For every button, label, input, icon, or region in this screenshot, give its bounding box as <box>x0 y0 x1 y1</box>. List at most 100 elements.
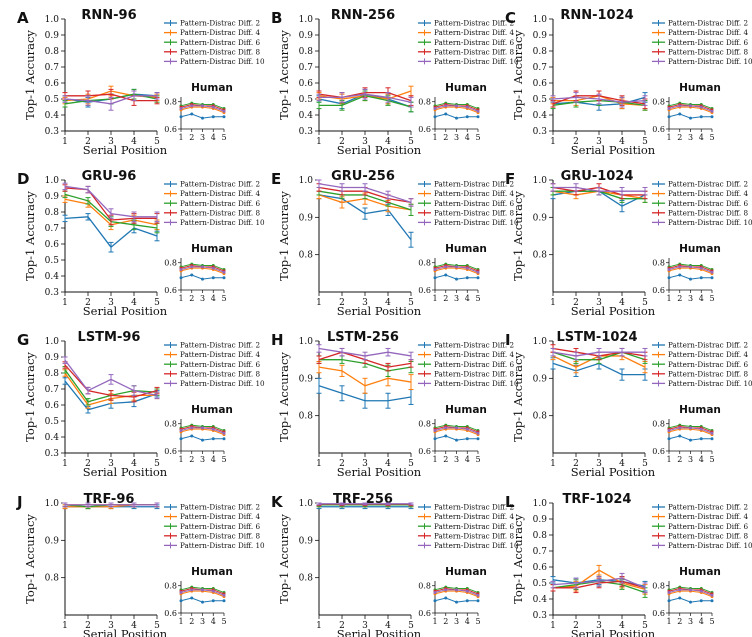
human-point <box>710 593 714 597</box>
panel-d: D GRU-960.30.40.50.60.70.80.91.01 2 3 4 5Seri… <box>17 169 265 318</box>
human-x-tick-label: 3 <box>688 294 693 303</box>
human-inset: Human 0.6 0.8 1 2 3 4 5 <box>418 243 487 303</box>
human-x-tick-label: 3 <box>200 133 205 142</box>
x-tick-label: 3 <box>108 137 114 147</box>
human-point <box>667 437 671 441</box>
y-tick-label: 0.6 <box>45 79 60 89</box>
human-x-tick-label: 1 <box>178 617 183 626</box>
human-point <box>190 265 194 269</box>
x-tick-label: 3 <box>596 298 602 308</box>
human-x-tick-label: 5 <box>221 294 226 303</box>
human-point <box>476 109 480 113</box>
y-tick-label: 0.8 <box>533 531 548 541</box>
x-axis-label: Serial Position <box>83 465 168 479</box>
x-tick-label: 2 <box>339 298 345 308</box>
y-tick-label: 0.4 <box>45 272 60 282</box>
human-x-tick-label: 2 <box>677 617 682 626</box>
y-tick-label: 0.6 <box>45 401 60 411</box>
human-y-tick-label: 0.6 <box>164 447 177 456</box>
human-point <box>444 104 448 108</box>
x-tick-label: 2 <box>573 459 579 469</box>
human-point <box>433 437 437 441</box>
legend-entry: Pattern-Distrac Diff. 2 <box>434 503 514 512</box>
x-axis-label: Serial Position <box>571 627 656 637</box>
y-tick-label: 0.7 <box>45 63 60 73</box>
legend-entry: Pattern-Distrac Diff. 2 <box>180 19 260 28</box>
human-point <box>710 109 714 113</box>
x-axis-label: Serial Position <box>571 465 656 479</box>
y-tick-label: 1.0 <box>45 337 60 347</box>
x-tick-label: 3 <box>596 621 602 631</box>
human-y-tick-label: 0.8 <box>418 582 431 591</box>
legend-entry: Pattern-Distrac Diff. 2 <box>668 180 748 189</box>
legend-entry: Pattern-Distrac Diff. 10 <box>180 57 265 66</box>
y-axis-label: Top-1 Accuracy <box>23 30 37 120</box>
chart-title: TRF-96 <box>84 492 135 507</box>
human-point <box>678 426 682 430</box>
legend-entry: Pattern-Distrac Diff. 6 <box>668 38 748 47</box>
human-x-tick-label: 5 <box>221 455 226 464</box>
human-x-tick-label: 1 <box>666 294 671 303</box>
human-point <box>190 273 194 277</box>
panel-label: J <box>16 493 23 511</box>
x-tick-label: 4 <box>619 137 625 147</box>
x-tick-label: 4 <box>131 621 137 631</box>
human-y-tick-label: 0.8 <box>164 98 177 107</box>
human-x-tick-label: 4 <box>465 133 470 142</box>
x-tick-label: 2 <box>85 137 91 147</box>
human-title: Human <box>445 82 487 94</box>
chart-title: RNN-96 <box>81 8 136 23</box>
x-tick-label: 5 <box>408 459 414 469</box>
y-tick-label: 0.3 <box>533 127 548 137</box>
human-point <box>222 437 226 441</box>
human-point <box>179 107 183 111</box>
human-x-tick-label: 1 <box>178 133 183 142</box>
y-axis-label: Top-1 Accuracy <box>511 352 525 442</box>
human-title: Human <box>191 566 233 578</box>
human-title: Human <box>445 243 487 255</box>
legend-entry: Pattern-Distrac Diff. 10 <box>434 218 519 227</box>
y-tick-label: 0.4 <box>299 111 314 121</box>
legend-entry: Pattern-Distrac Diff. 10 <box>668 541 752 550</box>
y-tick-label: 0.8 <box>299 47 314 57</box>
human-point <box>433 115 437 119</box>
human-y-tick-label: 0.6 <box>164 286 177 295</box>
human-point <box>699 427 703 431</box>
human-y-tick-label: 0.8 <box>164 420 177 429</box>
y-tick-label: 0.5 <box>533 95 548 105</box>
human-point <box>667 429 671 433</box>
human-point <box>710 276 714 280</box>
human-point <box>455 588 458 592</box>
legend-entry: Pattern-Distrac Diff. 8 <box>668 208 748 217</box>
legend-entry: Pattern-Distrac Diff. 4 <box>180 512 260 521</box>
y-tick-label: 0.8 <box>45 574 60 584</box>
legend-entry: Pattern-Distrac Diff. 4 <box>434 350 514 359</box>
human-point <box>710 599 714 603</box>
y-tick-label: 0.5 <box>533 579 548 589</box>
legend-entry: Pattern-Distrac Diff. 10 <box>668 218 752 227</box>
y-tick-label: 0.9 <box>45 536 60 546</box>
legend-entry: Pattern-Distrac Diff. 6 <box>434 522 514 531</box>
human-title: Human <box>191 404 233 416</box>
legend-entry: Pattern-Distrac Diff. 8 <box>180 47 260 56</box>
human-inset: Human 0.6 0.8 1 2 3 4 5 <box>164 82 233 142</box>
human-title: Human <box>191 243 233 255</box>
x-tick-label: 2 <box>85 459 91 469</box>
x-axis-label: Serial Position <box>83 627 168 637</box>
y-tick-label: 0.8 <box>299 251 314 261</box>
human-y-tick-label: 0.6 <box>652 125 665 134</box>
human-point <box>222 599 226 603</box>
y-tick-label: 0.3 <box>533 611 548 621</box>
y-tick-label: 0.3 <box>299 127 314 137</box>
y-tick-label: 0.7 <box>533 547 548 557</box>
y-tick-label: 1.0 <box>299 15 314 25</box>
human-point <box>465 266 469 270</box>
human-point <box>455 438 458 442</box>
human-point <box>211 276 215 280</box>
x-tick-label: 1 <box>62 298 68 308</box>
y-tick-label: 1.0 <box>533 337 548 347</box>
human-point <box>678 265 682 269</box>
legend-entry: Pattern-Distrac Diff. 6 <box>180 199 260 208</box>
